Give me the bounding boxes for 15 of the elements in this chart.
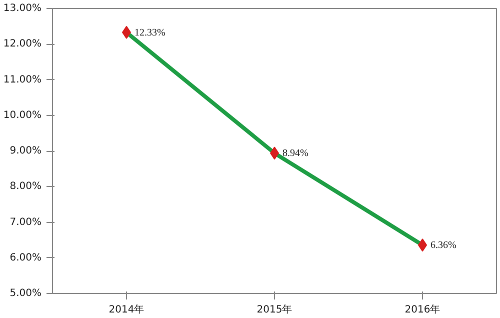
y-tick-label: 12.00% <box>3 38 42 50</box>
y-tick-label: 5.00% <box>10 288 42 299</box>
y-tick-label: 9.00% <box>10 146 42 156</box>
x-tick-label: 2014年 <box>108 304 144 316</box>
data-label: 8.94% <box>282 148 308 160</box>
y-tick-label: 11.00% <box>3 74 42 86</box>
x-tick-label: 2015年 <box>256 304 292 316</box>
data-label: 6.36% <box>430 240 456 252</box>
y-tick-label: 6.00% <box>10 252 42 264</box>
y-tick-label: 10.00% <box>3 110 42 121</box>
x-tick-label: 2016年 <box>404 304 440 316</box>
y-tick-label: 7.00% <box>10 216 42 228</box>
data-label: 12.33% <box>134 27 166 38</box>
y-tick-label: 13.00% <box>3 3 42 14</box>
y-tick-label: 8.00% <box>10 181 42 192</box>
